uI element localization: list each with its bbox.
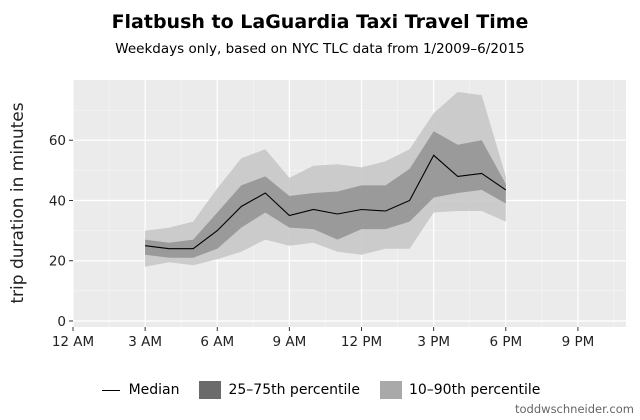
x-tick-label: 12 PM: [341, 334, 382, 350]
legend-label-p10-p90: 10–90th percentile: [408, 382, 541, 398]
chart-subtitle: Weekdays only, based on NYC TLC data fro…: [115, 41, 525, 57]
chart-title: Flatbush to LaGuardia Taxi Travel Time: [111, 11, 529, 33]
x-tick-label: 3 PM: [417, 334, 450, 350]
median-line: [145, 154, 507, 250]
legend-item-p10-p90: 10–90th percentile: [379, 381, 541, 399]
y-axis-label: trip duration in minutes: [8, 102, 28, 303]
y-tick-label: 40: [49, 193, 66, 209]
y-tick-label: 20: [49, 254, 66, 270]
y-axis: 0 20 40 60: [49, 133, 73, 330]
legend: Median 25–75th percentile 10–90th percen…: [0, 380, 640, 400]
legend-key-median: [100, 381, 122, 399]
y-tick-label: 60: [49, 133, 66, 149]
x-tick-label: 9 AM: [273, 334, 307, 350]
legend-key-p10-p90: [379, 381, 402, 399]
x-tick-label: 3 AM: [128, 334, 162, 350]
credit-text: toddwschneider.com: [515, 402, 634, 416]
y-tick-label: 0: [57, 314, 66, 330]
legend-label-iqr: 25–75th percentile: [228, 382, 360, 398]
grid-minor: [73, 80, 626, 327]
x-tick-label: 9 PM: [562, 334, 595, 350]
legend-item-iqr: 25–75th percentile: [199, 381, 360, 399]
x-tick-label: 6 PM: [489, 334, 522, 350]
x-tick-label: 12 AM: [52, 334, 94, 350]
p25-p75-band: [145, 131, 506, 258]
x-axis: 12 AM 3 AM 6 AM 9 AM 12 PM 3 PM 6 PM 9 PM: [52, 327, 594, 350]
legend-label-median: Median: [128, 382, 180, 398]
legend-key-iqr: [199, 381, 222, 399]
legend-item-median: Median: [100, 381, 180, 399]
x-tick-label: 6 AM: [200, 334, 234, 350]
